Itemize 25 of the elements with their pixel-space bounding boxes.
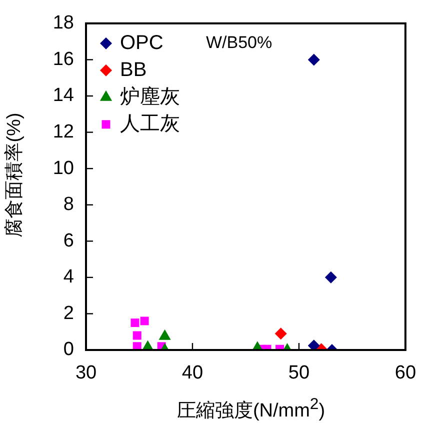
y-tick-label: 8	[63, 194, 74, 216]
annotation: W/B50%	[206, 33, 272, 52]
y-tick-label: 2	[63, 302, 74, 324]
x-tick-label: 50	[288, 362, 310, 384]
legend-label: BB	[120, 58, 147, 81]
y-tick-label: 18	[52, 12, 74, 34]
x-axis-title: 圧縮強度(N/mm$^{2}$)	[176, 396, 326, 423]
y-axis-title: 腐食面積率(%)	[3, 112, 26, 238]
legend-label: OPC	[120, 32, 164, 54]
y-tick-label: 14	[52, 85, 74, 106]
x-tick-label: 60	[394, 362, 416, 384]
y-tick-label: 16	[52, 48, 74, 70]
point	[324, 271, 337, 284]
y-tick-label: 10	[52, 158, 74, 179]
x-tick-label: 30	[75, 362, 97, 384]
point	[308, 54, 320, 66]
x-tick-label: 40	[182, 362, 204, 384]
legend-label: 人工灰	[120, 112, 180, 135]
y-tick-label: 4	[63, 266, 74, 288]
point	[308, 340, 320, 350]
y-tick-label: 12	[52, 122, 74, 142]
y-tick-label: 6	[63, 230, 74, 252]
point	[158, 329, 171, 340]
y-tick-label: 0	[63, 339, 74, 360]
legend-label: 炉塵灰	[120, 86, 180, 108]
